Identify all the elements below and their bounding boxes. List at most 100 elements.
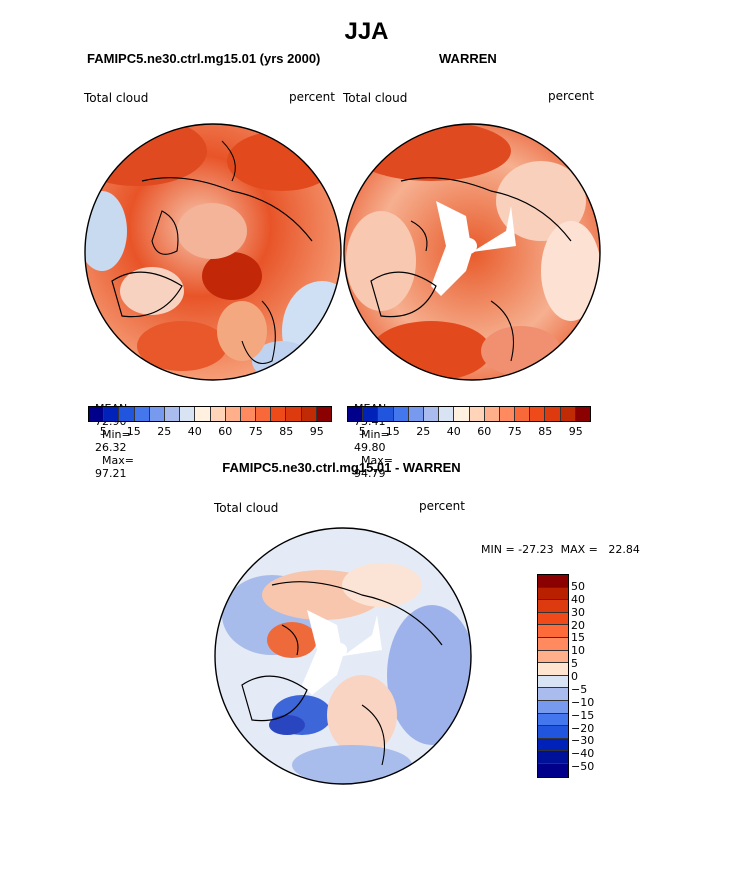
colorbar-tick-label: 25 (157, 425, 172, 438)
panel1-units-label: percent (289, 90, 335, 104)
colorbar-tick-label: 50 (571, 579, 585, 593)
diff-units-label: percent (419, 499, 465, 513)
colorbar-swatch (538, 713, 568, 727)
colorbar-swatch (538, 650, 568, 664)
colorbar-swatch (538, 751, 568, 764)
colorbar-tick-label: 40 (571, 592, 585, 606)
colorbar-swatch (538, 587, 568, 601)
panel1-variable-label: Total cloud (84, 91, 149, 105)
colorbar-tick-label: −30 (571, 734, 595, 748)
panel2-units-label: percent (548, 89, 594, 103)
panel1-max-label: Max= (102, 454, 134, 467)
colorbar-tick-label: 25 (416, 425, 431, 438)
panel2-variable-label: Total cloud (343, 91, 408, 105)
colorbar-model-swatches (88, 406, 332, 422)
polar-map-difference (214, 527, 472, 785)
colorbar-tick-label: −5 (571, 682, 588, 696)
colorbar-difference-swatches (537, 574, 569, 778)
colorbar-tick-label: 85 (538, 425, 553, 438)
colorbar-swatch (210, 407, 226, 421)
colorbar-swatch (560, 407, 576, 421)
figure-title: JJA (344, 18, 389, 45)
colorbar-swatch (469, 407, 485, 421)
colorbar-tick-label: 5 (99, 425, 107, 438)
diff-heading: FAMIPC5.ne30.ctrl.mg15.01 - WARREN (222, 460, 461, 475)
colorbar-swatch (538, 625, 568, 638)
colorbar-tick-label: 5 (358, 425, 366, 438)
colorbar-swatch (316, 407, 331, 421)
colorbar-swatch (256, 407, 272, 421)
colorbar-swatch (538, 575, 568, 588)
colorbar-swatch (408, 407, 424, 421)
colorbar-swatch (538, 700, 568, 714)
colorbar-tick-label: −50 (571, 760, 595, 774)
colorbar-swatch (538, 763, 568, 777)
panel2-max-label: Max= (361, 454, 393, 467)
panel2-min-value: 49.80 (354, 441, 386, 454)
colorbar-tick-label: 30 (571, 605, 585, 619)
colorbar-swatch (271, 407, 287, 421)
colorbar-swatch (538, 663, 568, 676)
colorbar-swatch (538, 637, 568, 651)
colorbar-swatch (89, 407, 105, 421)
panel1-min-label: Min= (102, 428, 131, 441)
colorbar-tick-label: 15 (126, 425, 141, 438)
colorbar-swatch (538, 600, 568, 613)
colorbar-difference: 50 40 30 20 15 10 5 0 −5 −10 −15 −20 −30 −40 −50 (537, 574, 617, 780)
colorbar-swatch (538, 675, 568, 689)
colorbar-swatch (348, 407, 364, 421)
colorbar-warren: 5 15 25 40 60 75 85 95 (347, 406, 591, 442)
colorbar-tick-label: 60 (477, 425, 492, 438)
colorbar-swatch (530, 407, 546, 421)
colorbar-tick-label: 75 (248, 425, 263, 438)
colorbar-swatch (119, 407, 135, 421)
colorbar-tick-label: −40 (571, 747, 595, 761)
colorbar-tick-label: 10 (571, 644, 585, 658)
colorbar-swatch (286, 407, 302, 421)
colorbar-tick-label: 5 (571, 657, 578, 671)
colorbar-swatch (499, 407, 516, 421)
colorbar-swatch (134, 407, 150, 421)
colorbar-swatch (538, 738, 568, 752)
colorbar-tick-label: 95 (309, 425, 324, 438)
colorbar-tick-label: 40 (187, 425, 202, 438)
colorbar-swatch (538, 612, 568, 626)
colorbar-swatch (240, 407, 257, 421)
colorbar-swatch (149, 407, 165, 421)
colorbar-swatch (515, 407, 531, 421)
diff-variable-label: Total cloud (214, 501, 279, 515)
colorbar-swatch (164, 407, 181, 421)
colorbar-swatch (378, 407, 394, 421)
colorbar-swatch (225, 407, 241, 421)
colorbar-tick-label: 75 (507, 425, 522, 438)
colorbar-swatch (538, 688, 568, 701)
polar-map-warren (343, 123, 601, 381)
colorbar-tick-label: 85 (279, 425, 294, 438)
diff-minmax: MIN = -27.23 MAX = 22.84 (481, 543, 640, 556)
colorbar-swatch (104, 407, 120, 421)
colorbar-swatch (538, 726, 568, 739)
panel1-heading: FAMIPC5.ne30.ctrl.mg15.01 (yrs 2000) (87, 51, 321, 66)
colorbar-swatch (393, 407, 409, 421)
panel2-max-value: 94.79 (354, 467, 386, 480)
colorbar-tick-label: −20 (571, 721, 595, 735)
colorbar-swatch (454, 407, 470, 421)
panel2-heading: WARREN (439, 51, 497, 66)
panel2-min-label: Min= (361, 428, 390, 441)
colorbar-swatch (423, 407, 440, 421)
polar-map-model (84, 123, 342, 381)
colorbar-tick-label: 15 (385, 425, 400, 438)
colorbar-tick-label: 40 (446, 425, 461, 438)
colorbar-tick-label: 60 (218, 425, 233, 438)
colorbar-tick-label: 95 (568, 425, 583, 438)
colorbar-swatch (545, 407, 561, 421)
colorbar-warren-swatches (347, 406, 591, 422)
panel1-max-value: 97.21 (95, 467, 127, 480)
colorbar-swatch (363, 407, 379, 421)
colorbar-model: 5 15 25 40 60 75 85 95 (88, 406, 332, 442)
panel1-min-value: 26.32 (95, 441, 127, 454)
colorbar-tick-label: −10 (571, 695, 595, 709)
colorbar-tick-label: 0 (571, 670, 578, 683)
colorbar-swatch (180, 407, 196, 421)
colorbar-swatch (301, 407, 317, 421)
